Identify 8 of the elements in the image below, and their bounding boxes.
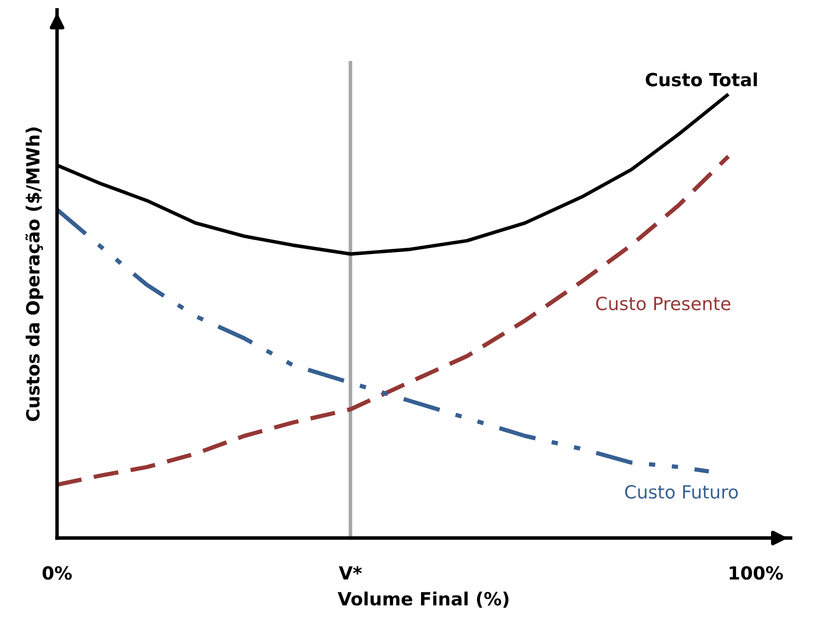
y-axis-title: Custos da Operação ($/MWh) [25,128,44,421]
x-tick-label: V* [338,566,362,580]
x-axis-title: Volume Final (%) [338,592,508,608]
series-label: Custo Total [646,72,757,86]
x-tick-label: 100% [730,566,783,580]
series-label: Custo Futuro [625,485,738,499]
x-tick-label: 0% [42,566,72,580]
series-label: Custo Presente [596,296,730,310]
